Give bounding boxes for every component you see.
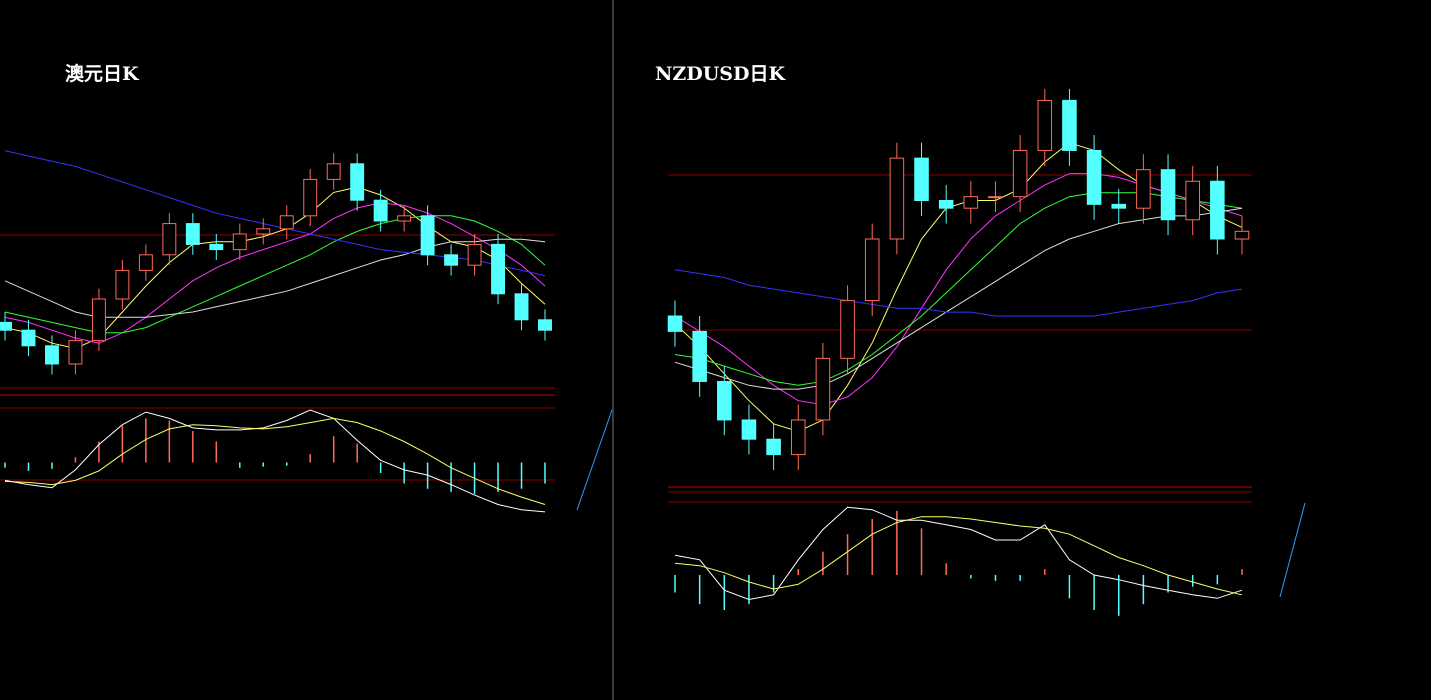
- candle-body: [209, 243, 224, 251]
- candle-body: [790, 419, 806, 456]
- line: [674, 207, 1243, 390]
- drawn-line: [1279, 502, 1306, 598]
- candle-body: [741, 419, 757, 440]
- candle-body: [444, 254, 459, 266]
- candle-body: [840, 300, 855, 359]
- chart-title: NZDUSD日K: [655, 63, 786, 85]
- candle-body: [1185, 180, 1200, 221]
- candle-body: [138, 254, 153, 271]
- candle-body: [467, 243, 482, 266]
- candle-body: [1062, 99, 1077, 151]
- candle-body: [303, 178, 318, 217]
- line: [674, 192, 1243, 386]
- line: [4, 215, 546, 334]
- line: [4, 409, 546, 513]
- candle-body: [864, 238, 880, 302]
- candle-body: [491, 243, 505, 295]
- candle-body: [91, 298, 106, 342]
- line: [4, 150, 546, 277]
- candle-body: [1111, 203, 1127, 209]
- line: [674, 516, 1243, 596]
- candle-body: [766, 438, 781, 456]
- candle-body: [1136, 169, 1151, 209]
- candle-body: [68, 340, 83, 365]
- candle-body: [988, 196, 1003, 199]
- candle-body: [514, 293, 529, 321]
- line: [674, 173, 1243, 406]
- candle-body: [1037, 99, 1053, 151]
- candle-body: [45, 345, 59, 365]
- reference-lines: [0, 174, 1252, 503]
- candle-body: [420, 215, 435, 256]
- candle-body: [115, 269, 130, 300]
- line: [674, 269, 1243, 317]
- candle-body: [914, 157, 929, 201]
- candle-body: [938, 200, 954, 209]
- chart-title: 澳元日K: [65, 62, 140, 85]
- candle-body: [1234, 230, 1250, 240]
- candle-body: [815, 357, 831, 421]
- candle-body: [1012, 149, 1028, 198]
- candle-body: [21, 329, 36, 347]
- candle-body: [0, 321, 12, 331]
- candle-body: [350, 163, 365, 201]
- candle-body: [162, 223, 177, 256]
- line: [4, 417, 546, 505]
- drawn-line: [576, 409, 613, 511]
- candle-body: [279, 215, 294, 230]
- candle-body: [692, 330, 707, 382]
- candle-body: [1210, 180, 1225, 240]
- candle-body: [185, 223, 200, 245]
- candle-body: [1086, 149, 1102, 205]
- candle-body: [963, 196, 979, 209]
- candle-body: [717, 380, 732, 421]
- candle-body: [256, 228, 271, 235]
- candle-body: [232, 233, 247, 251]
- candle-body: [889, 157, 905, 240]
- line: [674, 506, 1243, 601]
- line: [4, 202, 546, 344]
- candle-body: [1160, 169, 1176, 221]
- candle-body: [397, 215, 412, 222]
- candle-body: [373, 199, 388, 222]
- candle-body: [538, 319, 552, 331]
- candle-body: [326, 163, 341, 180]
- line: [4, 186, 546, 349]
- line: [4, 238, 546, 318]
- candle-body: [667, 315, 683, 332]
